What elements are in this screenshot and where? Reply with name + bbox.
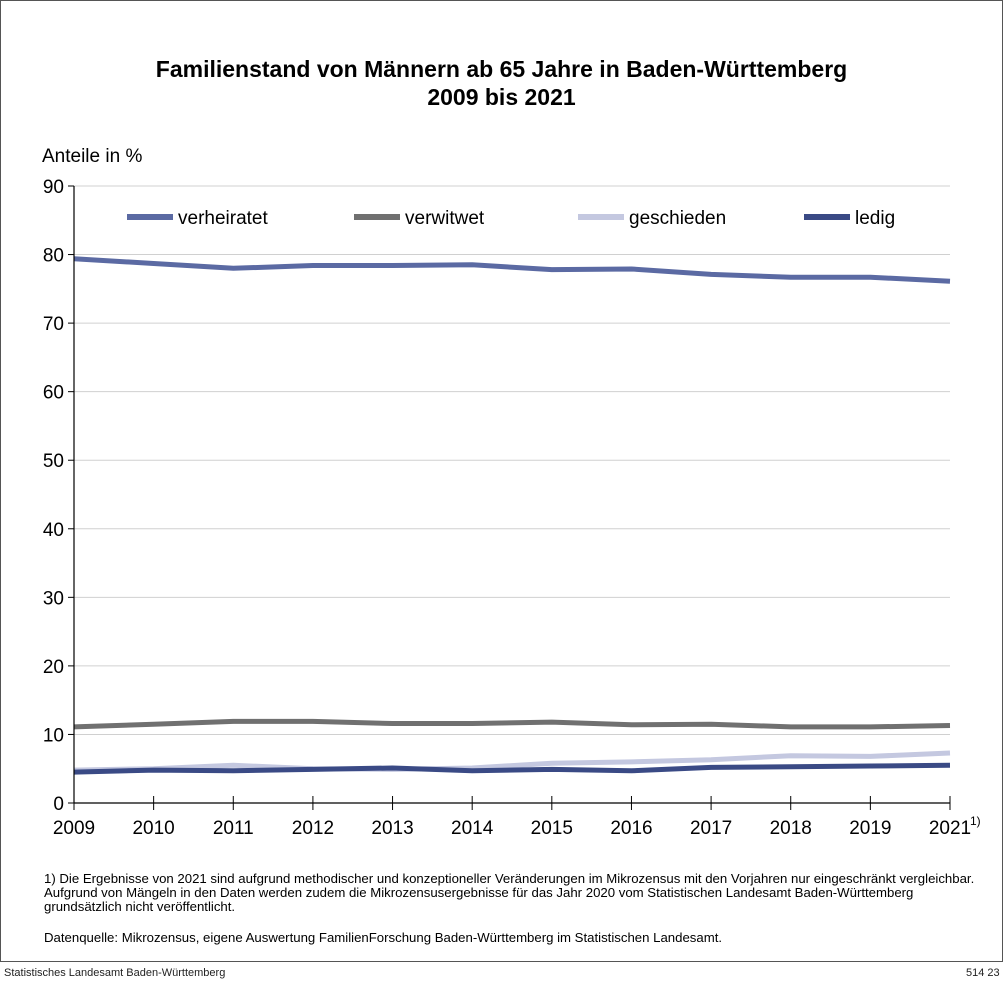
x-tick-label: 2016 xyxy=(610,818,652,839)
y-tick-label: 50 xyxy=(43,451,64,472)
y-tick-label: 10 xyxy=(43,725,64,746)
legend-label-ledig: ledig xyxy=(855,208,895,229)
axis-layer: 0 10 20 30 40 50 60 70 80 90 2009 2010 2011 2012 2013 2… xyxy=(43,177,981,839)
x-tick-label: 2017 xyxy=(690,818,732,839)
y-tick-label: 80 xyxy=(43,246,64,267)
x-tick-label: 2015 xyxy=(531,818,573,839)
y-tick-label: 70 xyxy=(43,314,64,335)
x-tick-label: 2014 xyxy=(451,818,494,839)
legend-label-geschieden: geschieden xyxy=(629,208,726,229)
x-tick-label: 2012 xyxy=(292,818,334,839)
x-tick-label: 2018 xyxy=(770,818,812,839)
series-line-verheiratet xyxy=(73,256,951,284)
figure-code: 514 23 xyxy=(966,967,1000,979)
chart-frame xyxy=(0,0,1003,962)
y-axis-unit-label: Anteile in % xyxy=(42,146,143,167)
footnote-marker: 1) xyxy=(970,814,981,828)
data-source: Datenquelle: Mikrozensus, eigene Auswert… xyxy=(44,930,723,945)
grid-layer xyxy=(74,185,950,735)
x-tick-label: 2010 xyxy=(132,818,174,839)
series-line-ledig xyxy=(73,762,951,775)
chart-subtitle: 2009 bis 2021 xyxy=(427,84,576,110)
y-tick-label: 0 xyxy=(53,794,64,815)
x-tick-label: 2019 xyxy=(849,818,891,839)
legend: verheiratet verwitwet geschieden ledig xyxy=(127,208,895,229)
chart-title-block: Familienstand von Männern ab 65 Jahre in… xyxy=(0,55,1003,111)
series-layer xyxy=(73,256,951,775)
legend-label-verwitwet: verwitwet xyxy=(405,208,485,229)
y-tick-label: 20 xyxy=(43,657,64,678)
x-tick-label: 2009 xyxy=(53,818,95,839)
x-tick-label: 2021 xyxy=(929,818,971,839)
series-line-geschieden xyxy=(73,750,951,773)
footnote: 1) Die Ergebnisse von 2021 sind aufgrund… xyxy=(44,871,975,914)
y-tick-label: 30 xyxy=(43,588,64,609)
x-tick-label: 2011 xyxy=(213,818,254,839)
y-tick-label: 40 xyxy=(43,520,64,541)
y-tick-label: 60 xyxy=(43,383,64,404)
x-tick-label: 2013 xyxy=(371,818,413,839)
series-line-verwitwet xyxy=(73,718,951,730)
legend-label-verheiratet: verheiratet xyxy=(178,208,268,229)
publisher-label: Statistisches Landesamt Baden-Württember… xyxy=(4,967,226,979)
chart-title: Familienstand von Männern ab 65 Jahre in… xyxy=(155,56,848,82)
y-tick-label: 90 xyxy=(43,177,64,198)
